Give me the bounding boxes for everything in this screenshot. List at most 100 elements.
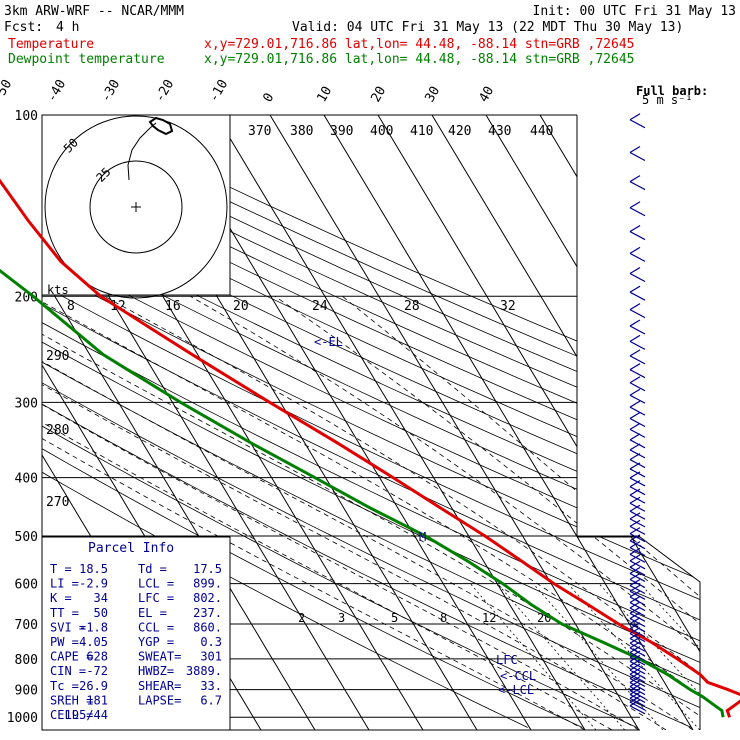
mixing-ratio-tick-2: 2 [298, 611, 305, 625]
dry-adiabat [42, 115, 700, 728]
moist-adiabat [342, 295, 700, 730]
isotherm [593, 115, 700, 730]
mixing-ratio-line [470, 583, 597, 730]
theta-tick-410: 410 [410, 124, 433, 139]
theta-tick-380: 380 [290, 124, 313, 139]
theta-tick-430: 430 [488, 124, 511, 139]
lcl-marker: <-LCL [498, 683, 534, 697]
isotherm [323, 115, 694, 730]
temp-tick-0: 0 [260, 91, 277, 105]
dry-adiabat [42, 115, 700, 728]
parcel-row-1-col-0: LI = [50, 577, 79, 591]
hodo-speed-20: 20 [233, 299, 249, 314]
dewpoint-profile [0, 268, 725, 718]
pressure-label-500: 500 [15, 530, 38, 545]
dry-adiabat [42, 115, 700, 728]
temp-tick-20: 20 [368, 84, 389, 105]
hodo-speed-24: 24 [312, 299, 328, 314]
temp-tick--20: -20 [152, 77, 177, 105]
mixing-ratio-line [598, 583, 700, 730]
isotherm [53, 115, 424, 730]
temp-tick--30: -30 [98, 77, 123, 105]
theta-tick-390: 390 [330, 124, 353, 139]
theta-e-tick-290: 290 [46, 349, 69, 364]
hodo-speed-16: 16 [165, 299, 181, 314]
valid-time: Valid: 04 UTC Fri 31 May 13 (22 MDT Thu … [292, 20, 683, 35]
forecast-hour: 4 h [56, 20, 79, 35]
hodo-speed-28: 28 [404, 299, 420, 314]
temp-tick--40: -40 [44, 77, 69, 105]
dewpoint-location: x,y=729.01,716.86 lat,lon= 44.48, -88.14… [204, 52, 634, 67]
wind-barbs [629, 113, 646, 715]
mixing-ratio-tick-3: 3 [338, 611, 345, 625]
isotherm [42, 115, 370, 730]
parcel-row-5-col-2: YGP = [138, 635, 174, 649]
parcel-row-8-col-1: 26.9 [79, 679, 108, 693]
temp-tick-10: 10 [314, 84, 335, 105]
temp-tick-30: 30 [422, 84, 443, 105]
parcel-row-3-col-1: 50 [94, 606, 108, 620]
ccl-marker: <-CCL [500, 669, 536, 683]
dry-adiabat [42, 115, 700, 728]
pressure-label-700: 700 [15, 618, 38, 633]
parcel-row-0-col-0: T = [50, 562, 72, 576]
isotherm [377, 115, 700, 730]
isotherm [431, 115, 700, 730]
mixing-ratio-line [497, 583, 626, 730]
temp-tick-40: 40 [476, 84, 497, 105]
temperature-profile [0, 178, 740, 718]
parcel-row-5-col-0: PW = [50, 635, 79, 649]
mixing-ratio-tick-8: 8 [440, 611, 447, 625]
isotherm [42, 115, 46, 730]
parcel-row-5-col-3: 0.3 [200, 635, 222, 649]
parcel-row-3-col-2: EL = [138, 606, 167, 620]
pressure-label-600: 600 [15, 578, 38, 593]
init-time: Init: 00 UTC Fri 31 May 13 [533, 4, 737, 19]
parcel-row-4-col-1: -1.8 [79, 620, 108, 634]
dewpoint-legend: Dewpoint temperature [8, 52, 165, 67]
parcel-row-9-col-2: LAPSE= [138, 693, 181, 707]
mixing-ratio-labels: 2 3 5 8 12 20 [298, 611, 551, 625]
isotherm [485, 115, 700, 730]
parcel-row-0-col-2: Td = [138, 562, 167, 576]
dry-adiabat [42, 115, 700, 728]
parcel-row-7-col-0: CIN = [50, 664, 86, 678]
dry-adiabat [42, 115, 638, 728]
parcel-row-3-col-0: TT = [50, 606, 79, 620]
theta-e-tick-270: 270 [46, 495, 69, 510]
parcel-row-7-col-1: -72 [86, 664, 108, 678]
theta-tick-420: 420 [448, 124, 471, 139]
moist-adiabat [42, 295, 667, 730]
dry-adiabat [42, 115, 700, 728]
temperature-legend: Temperature [8, 37, 94, 52]
parcel-row-9-col-0: SREH = [50, 693, 93, 707]
parcel-info-panel [41, 536, 231, 731]
el-marker: <-EL [314, 335, 343, 349]
dry-adiabat [42, 115, 700, 728]
temperature-location: x,y=729.01,716.86 lat,lon= 44.48, -88.14… [204, 37, 634, 52]
moist-adiabat [190, 295, 700, 730]
dry-adiabat [42, 115, 700, 728]
parcel-row-1-col-3: 899. [193, 577, 222, 591]
dry-adiabat [42, 115, 700, 728]
parcel-row-1-col-1: -2.9 [79, 577, 108, 591]
parcel-row-0-col-1: 18.5 [79, 562, 108, 576]
parcel-row-3-col-3: 237. [193, 606, 222, 620]
isotherm [269, 115, 640, 730]
pressure-label-300: 300 [15, 396, 38, 411]
kts-label: kts [47, 283, 69, 297]
moist-adiabat [42, 295, 586, 730]
parcel-row-4-col-0: SVI = [50, 620, 86, 634]
pressure-label-400: 400 [15, 472, 38, 487]
forecast-label: Fcst: [4, 20, 43, 35]
isotherm [107, 115, 478, 730]
barb-title: Full barb: [636, 84, 708, 98]
dry-adiabat [42, 115, 692, 728]
parcel-row-9-col-1: 181 [86, 693, 108, 707]
pressure-label-800: 800 [15, 653, 38, 668]
parcel-row-4-col-3: 860. [193, 620, 222, 634]
parcel-row-8-col-2: SHEAR= [138, 679, 181, 693]
mixing-ratio-line [567, 583, 700, 730]
